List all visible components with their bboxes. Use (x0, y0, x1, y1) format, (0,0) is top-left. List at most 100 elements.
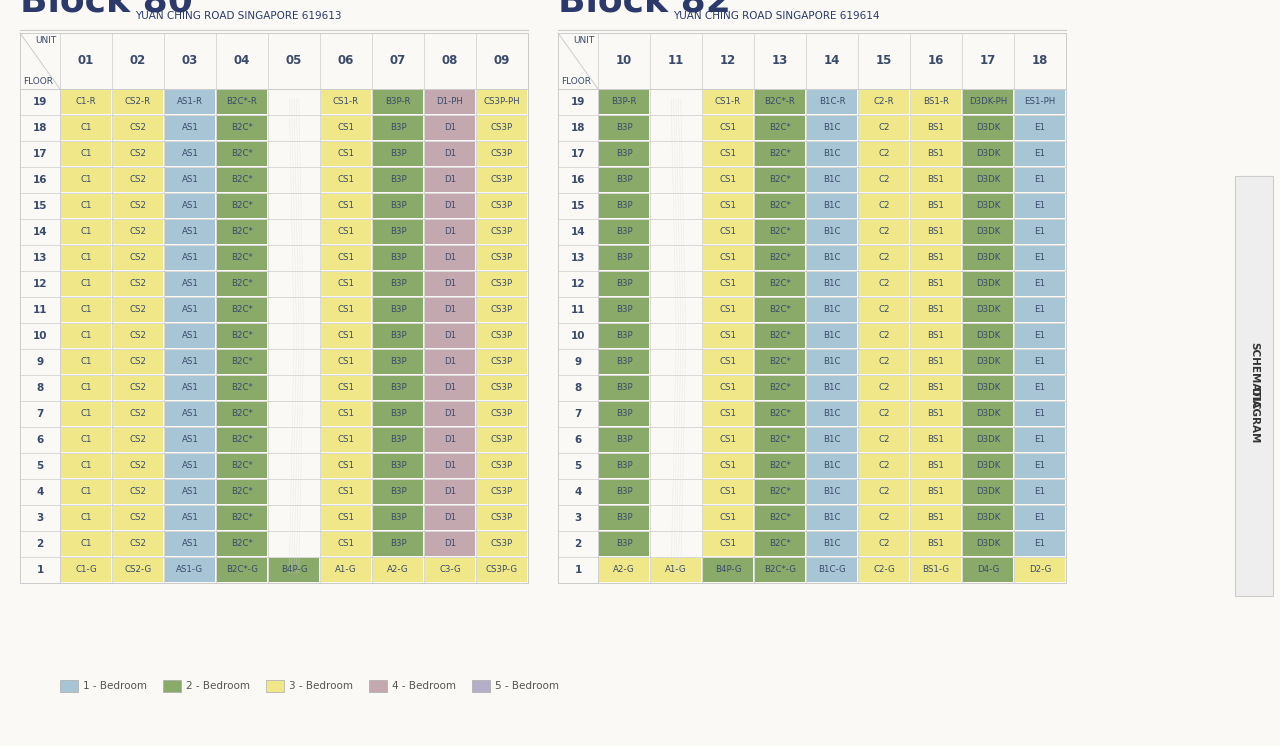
Bar (216, 298, 268, 322)
Text: B3P: B3P (389, 383, 406, 392)
Bar (425, 376, 475, 400)
Text: DIAGRAM: DIAGRAM (1249, 389, 1260, 444)
Text: B2C*: B2C* (232, 436, 253, 445)
Text: BS1: BS1 (928, 513, 945, 522)
Text: C2-R: C2-R (874, 98, 895, 107)
Text: 3: 3 (575, 513, 581, 523)
Text: BS1: BS1 (928, 487, 945, 497)
Bar (1015, 194, 1065, 218)
Text: B1C: B1C (823, 124, 841, 133)
Text: C2: C2 (878, 436, 890, 445)
Text: B3P: B3P (616, 228, 632, 236)
Text: CS1: CS1 (338, 149, 355, 158)
Text: 10: 10 (616, 54, 632, 67)
Bar (61, 116, 111, 140)
Bar (372, 194, 424, 218)
Text: C2: C2 (878, 331, 890, 340)
Text: B1C-G: B1C-G (818, 565, 846, 574)
Bar (1015, 480, 1065, 504)
Bar (425, 298, 475, 322)
Text: C2: C2 (878, 383, 890, 392)
Text: AS1: AS1 (182, 436, 198, 445)
Text: CS1: CS1 (338, 124, 355, 133)
Text: C1-R: C1-R (76, 98, 96, 107)
Text: C1: C1 (81, 383, 92, 392)
Text: CS1: CS1 (719, 436, 736, 445)
Bar (372, 245, 424, 270)
Bar (1015, 142, 1065, 166)
Text: BS1: BS1 (928, 254, 945, 263)
Bar (321, 480, 371, 504)
Text: D1: D1 (444, 436, 456, 445)
Text: CS2: CS2 (129, 436, 146, 445)
Text: 10: 10 (33, 331, 47, 341)
Bar (477, 506, 527, 530)
Bar (61, 168, 111, 192)
Bar (477, 427, 527, 452)
Bar (963, 142, 1014, 166)
Bar (806, 116, 858, 140)
Text: AS1: AS1 (182, 383, 198, 392)
Text: B3P: B3P (616, 124, 632, 133)
Text: BS1: BS1 (928, 462, 945, 471)
Text: C1: C1 (81, 539, 92, 548)
Text: B2C*-G: B2C*-G (227, 565, 259, 574)
Text: CS2: CS2 (129, 410, 146, 419)
Text: B3P: B3P (389, 124, 406, 133)
Bar (216, 245, 268, 270)
Text: CS2: CS2 (129, 254, 146, 263)
Text: BS1: BS1 (928, 149, 945, 158)
Text: CS3P: CS3P (492, 306, 513, 315)
Text: B2C*: B2C* (769, 487, 791, 497)
Bar (372, 558, 424, 582)
Bar (216, 194, 268, 218)
Bar (61, 272, 111, 296)
Text: C1: C1 (81, 357, 92, 366)
Text: B4P-G: B4P-G (280, 565, 307, 574)
Text: B2C*: B2C* (769, 124, 791, 133)
Bar (216, 506, 268, 530)
Bar (216, 532, 268, 557)
Text: B1C: B1C (823, 306, 841, 315)
Bar (703, 220, 753, 244)
Text: CS3P: CS3P (492, 539, 513, 548)
Bar (216, 220, 268, 244)
Bar (806, 402, 858, 426)
Text: 17: 17 (980, 54, 996, 67)
Bar (703, 142, 753, 166)
Text: CS3P-PH: CS3P-PH (484, 98, 520, 107)
Bar (911, 480, 961, 504)
Text: CS1: CS1 (719, 175, 736, 184)
Bar (911, 350, 961, 374)
Text: B2C*: B2C* (232, 124, 253, 133)
Bar (755, 324, 805, 348)
Text: E1: E1 (1034, 383, 1046, 392)
Bar (703, 168, 753, 192)
Bar (1015, 506, 1065, 530)
Text: CS2: CS2 (129, 462, 146, 471)
Text: B3P: B3P (389, 539, 406, 548)
Text: 13: 13 (772, 54, 788, 67)
Bar (425, 194, 475, 218)
Bar (477, 376, 527, 400)
Text: AS1-G: AS1-G (177, 565, 204, 574)
Text: CS3P: CS3P (492, 383, 513, 392)
Text: ES1-PH: ES1-PH (1024, 98, 1056, 107)
Text: C2: C2 (878, 124, 890, 133)
Text: CS3P: CS3P (492, 436, 513, 445)
Text: 05: 05 (285, 54, 302, 67)
Text: 17: 17 (571, 149, 585, 159)
Text: BS1: BS1 (928, 436, 945, 445)
Text: 5 - Bedroom: 5 - Bedroom (495, 681, 559, 691)
Bar (599, 506, 649, 530)
Text: C1: C1 (81, 410, 92, 419)
Text: BS1: BS1 (928, 357, 945, 366)
Bar (425, 427, 475, 452)
Text: UNIT: UNIT (573, 36, 595, 45)
Bar (755, 350, 805, 374)
Text: CS3P: CS3P (492, 201, 513, 210)
Bar (165, 116, 215, 140)
Bar (599, 90, 649, 114)
Text: D3DK: D3DK (975, 357, 1000, 366)
Bar (269, 558, 319, 582)
